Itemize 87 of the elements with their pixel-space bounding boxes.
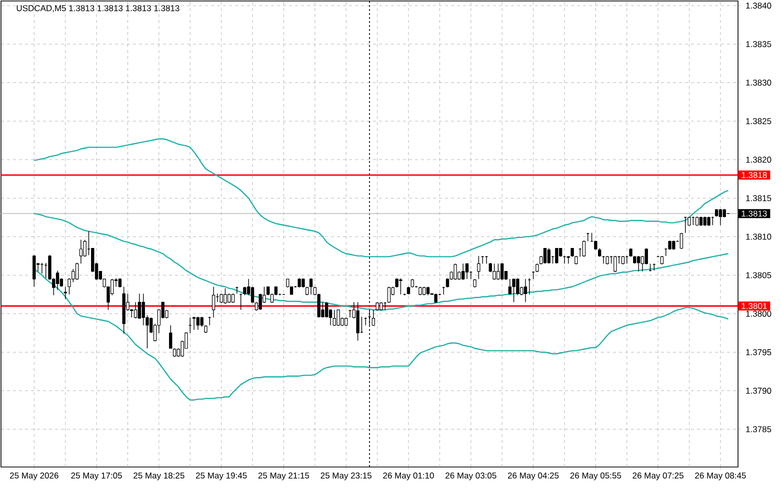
- ref-line-label: 1.3801: [742, 303, 767, 310]
- candlestick: [434, 293, 438, 304]
- y-tick-label: 1.3790: [746, 388, 772, 394]
- candlestick: [512, 278, 516, 302]
- candlestick: [465, 263, 469, 280]
- candlestick: [555, 248, 558, 264]
- y-tick-label: 1.3810: [746, 234, 772, 240]
- candlestick: [40, 262, 44, 274]
- candlestick: [500, 263, 504, 280]
- candlestick: [399, 278, 402, 295]
- candlestick: [325, 302, 328, 318]
- candlestick: [258, 293, 262, 310]
- candlestick: [192, 316, 196, 330]
- candlestick: [703, 216, 706, 226]
- candlestick: [699, 216, 703, 226]
- candlestick: [372, 310, 375, 326]
- candlestick: [228, 293, 231, 304]
- candlestick: [212, 286, 216, 318]
- candlestick: [496, 263, 500, 280]
- x-tick-label: 26 May 01:10: [383, 472, 434, 480]
- x-tick-label: 26 May 03:05: [446, 472, 496, 480]
- candlestick: [672, 240, 676, 250]
- candlestick: [582, 240, 586, 258]
- candlestick: [668, 240, 672, 250]
- candlestick: [688, 216, 691, 226]
- candlestick: [138, 293, 142, 319]
- candlestick: [56, 270, 60, 290]
- candlestick: [516, 278, 520, 296]
- x-tick-label: 25 May 2026: [10, 472, 58, 480]
- y-tick-label: 1.3820: [746, 156, 772, 163]
- candlestick: [614, 256, 617, 272]
- candlestick: [250, 286, 254, 304]
- candlestick: [684, 216, 687, 234]
- candlestick: [75, 262, 79, 280]
- candlestick: [309, 278, 313, 295]
- x-tick-label: 25 May 18:25: [134, 472, 184, 480]
- y-tick-label: 1.3785: [746, 426, 772, 432]
- x-tick-label: 25 May 23:15: [320, 472, 372, 480]
- y-tick-label: 1.3800: [746, 310, 772, 317]
- ref-line-label: 1.3813: [742, 210, 767, 217]
- y-tick-label: 1.3805: [746, 272, 772, 278]
- candlestick: [543, 248, 547, 264]
- candlestick: [169, 324, 172, 349]
- candlestick: [231, 293, 235, 304]
- ref-line-label: 1.3818: [742, 172, 767, 178]
- x-tick-label: 25 May 21:15: [258, 472, 310, 480]
- candlestick: [356, 302, 360, 342]
- candlestick: [196, 316, 200, 330]
- candlestick: [594, 240, 598, 250]
- candlestick: [508, 278, 512, 295]
- candlestick: [336, 310, 340, 326]
- y-tick-label: 1.3830: [746, 80, 772, 86]
- candlestick: [524, 278, 528, 302]
- candlestick: [454, 263, 457, 280]
- candlestick: [32, 254, 36, 288]
- x-tick-label: 25 May 17:05: [71, 472, 122, 480]
- candlestick: [707, 216, 710, 226]
- candlestick: [718, 208, 722, 226]
- x-tick-label: 26 May 08:45: [695, 472, 746, 480]
- candlestick: [235, 286, 239, 294]
- y-tick-label: 1.3835: [746, 41, 772, 48]
- candlestick: [477, 256, 480, 280]
- y-tick-label: 1.3840: [746, 2, 772, 9]
- candlestick: [462, 263, 465, 280]
- candlestick: [636, 256, 640, 272]
- candlestick: [332, 310, 336, 326]
- y-tick-label: 1.3815: [746, 195, 772, 202]
- y-tick-label: 1.3825: [746, 118, 772, 124]
- chart-title: USDCAD,M5 1.3813 1.3813 1.3813 1.3813: [16, 5, 180, 12]
- candlestick: [239, 293, 242, 310]
- candlestick: [142, 293, 145, 326]
- x-tick-label: 26 May 07:25: [632, 472, 684, 480]
- x-tick-label: 26 May 04:25: [508, 472, 559, 480]
- candlestick: [442, 286, 446, 295]
- candlestick: [695, 216, 699, 226]
- candlestick: [492, 263, 496, 280]
- candlestick: [547, 248, 550, 264]
- candlestick: [134, 302, 138, 319]
- x-tick-label: 26 May 05:55: [570, 472, 622, 480]
- candlestick: [220, 293, 223, 304]
- candlestick: [387, 286, 391, 304]
- x-tick-label: 25 May 19:45: [196, 472, 247, 480]
- candlestick: [79, 239, 83, 264]
- y-tick-label: 1.3795: [746, 349, 772, 356]
- candlestick: [644, 248, 648, 265]
- candlestick: [680, 232, 684, 250]
- candlestick: [224, 288, 227, 304]
